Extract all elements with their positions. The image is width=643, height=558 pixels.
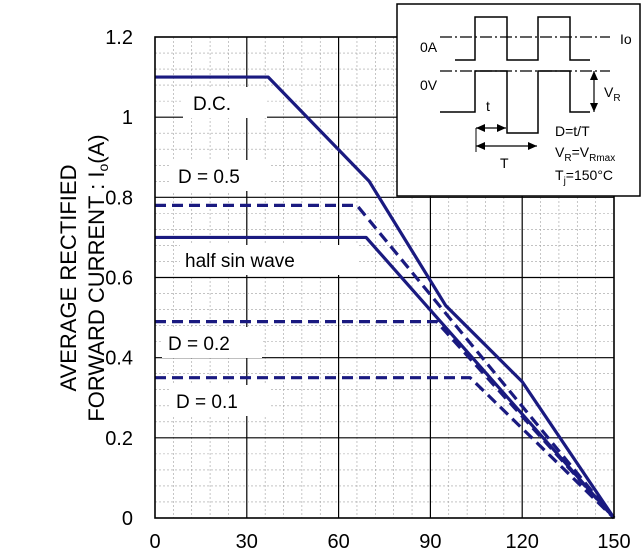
series-lines: [155, 75, 616, 520]
series-line-3: [155, 319, 616, 520]
inset-eq-duty: D=t/T: [555, 123, 590, 139]
inset-Io: Io: [620, 31, 632, 47]
x-tick-label: 150: [597, 531, 630, 553]
inset-eq-tj: Tj=150°C: [555, 167, 613, 187]
inset-eq-vr: VR=VRmax: [555, 144, 615, 164]
annotation-d02-text: D = 0.2: [168, 334, 230, 355]
annotation-d05-text: D = 0.5: [178, 167, 240, 188]
annotation-halfsin-text: half sin wave: [185, 251, 295, 272]
series-line-0: [155, 75, 616, 519]
inset-0V: 0V: [420, 77, 438, 93]
x-tick-label: 0: [149, 531, 160, 553]
inset-VR: VR: [604, 84, 621, 104]
y-tick-label: 1.2: [105, 27, 133, 49]
annotation-d01: D = 0.1: [170, 385, 270, 416]
x-tick-labels: 0 30 60 90 120 150: [149, 531, 630, 553]
annotation-d01-text: D = 0.1: [176, 392, 238, 413]
inset-frame: [396, 3, 641, 197]
inset-t: t: [486, 98, 490, 114]
y-tick-label: 0.6: [105, 268, 133, 290]
y-tick-label: 1: [122, 107, 133, 129]
annotation-dc-text: D.C.: [193, 94, 231, 115]
y-axis-label-line2: FORWARD CURRENT : Io(A): [84, 134, 111, 421]
x-tick-label: 30: [236, 531, 258, 553]
y-tick-label: 0.4: [105, 348, 133, 370]
waveform-inset: 0A Io 0V VR t T D=t/T VR=VRmax Tj=150°C: [396, 3, 641, 197]
inset-T: T: [500, 155, 509, 171]
inset-voltage-wave: [440, 70, 590, 134]
series-line-2: [155, 235, 616, 520]
x-tick-label: 120: [506, 531, 539, 553]
inset-current-wave: [455, 16, 590, 61]
y-tick-label: 0.2: [105, 428, 133, 450]
series-line-4: [155, 376, 616, 520]
annotation-dc: D.C.: [183, 87, 267, 118]
x-tick-label: 90: [419, 531, 441, 553]
y-tick-labels: 0 0.2 0.4 0.6 0.8 1 1.2: [105, 27, 133, 530]
plot-frame: [154, 36, 615, 519]
annotation-d02: D = 0.2: [162, 327, 262, 358]
y-axis-label-line1: AVERAGE RECTIFIED: [56, 165, 81, 392]
y-tick-label: 0.8: [105, 187, 133, 209]
x-tick-label: 60: [327, 531, 349, 553]
inset-0A: 0A: [420, 39, 438, 55]
annotation-d05: D = 0.5: [170, 160, 270, 191]
annotation-halfsin: half sin wave: [180, 245, 358, 275]
y-tick-label: 0: [122, 508, 133, 530]
